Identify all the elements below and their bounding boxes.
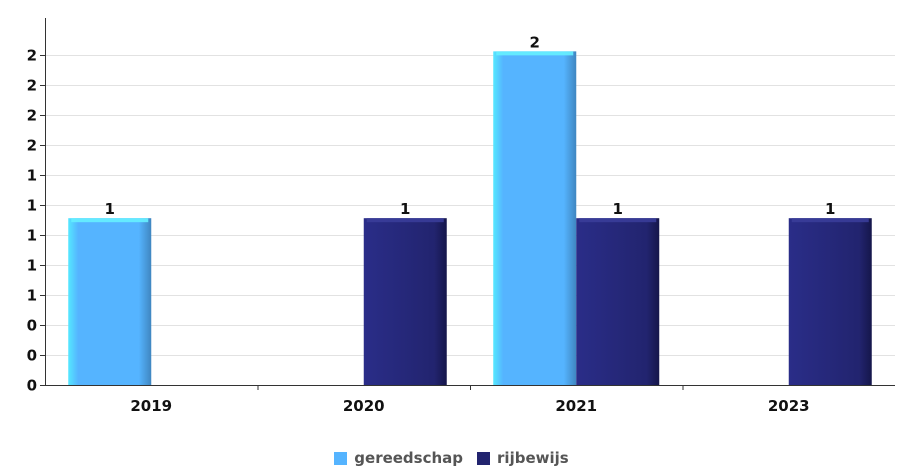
y-tick-label: 2 xyxy=(27,77,37,95)
legend-label-gereedschap: gereedschap xyxy=(354,449,464,467)
bar-gereedschap-2021 xyxy=(493,51,577,385)
bar-rijbewijs-2021 xyxy=(576,218,660,385)
y-tick-label: 1 xyxy=(27,167,37,185)
legend-swatch-gereedschap xyxy=(334,451,348,465)
y-tick-label: 2 xyxy=(27,47,37,65)
axes: 0 0 0 1 1 1 1 1 2 2 2 2 2019 2020 2021 2023 xyxy=(27,18,895,415)
bar-highlight xyxy=(579,218,657,223)
y-tick-label: 1 xyxy=(27,257,37,275)
y-tick-label: 1 xyxy=(27,227,37,245)
data-label: 1 xyxy=(825,200,835,218)
y-tick-label: 1 xyxy=(27,197,37,215)
data-label: 1 xyxy=(400,200,410,218)
y-tick-label: 2 xyxy=(27,137,37,155)
x-tick-label: 2019 xyxy=(130,397,172,415)
bar-highlight xyxy=(71,218,149,223)
legend-item-rijbewijs: rijbewijs xyxy=(477,449,569,467)
legend-item-gereedschap: gereedschap xyxy=(334,449,463,467)
data-labels: 1 1 2 1 1 xyxy=(105,33,836,218)
y-tick-label: 0 xyxy=(27,347,37,365)
y-tick-label: 1 xyxy=(27,287,37,305)
y-tick-label: 0 xyxy=(27,377,37,395)
legend-label-rijbewijs: rijbewijs xyxy=(497,449,569,467)
bar-highlight xyxy=(496,51,574,56)
x-tick-label: 2020 xyxy=(343,397,385,415)
bar-gereedschap-2019 xyxy=(68,218,152,385)
data-label: 1 xyxy=(613,200,623,218)
y-tick-label: 2 xyxy=(27,107,37,125)
bar-rijbewijs-2023 xyxy=(788,218,872,385)
y-tick-label: 0 xyxy=(27,317,37,335)
bar-highlight xyxy=(791,218,869,223)
x-tick-label: 2021 xyxy=(555,397,597,415)
bars xyxy=(68,51,872,385)
legend: gereedschap rijbewijs xyxy=(0,449,903,467)
legend-swatch-rijbewijs xyxy=(477,451,491,465)
gridlines xyxy=(45,55,895,356)
data-label: 2 xyxy=(530,33,540,51)
bar-rijbewijs-2020 xyxy=(363,218,447,385)
x-tick-label: 2023 xyxy=(768,397,810,415)
data-label: 1 xyxy=(105,200,115,218)
bar-highlight xyxy=(366,218,444,223)
